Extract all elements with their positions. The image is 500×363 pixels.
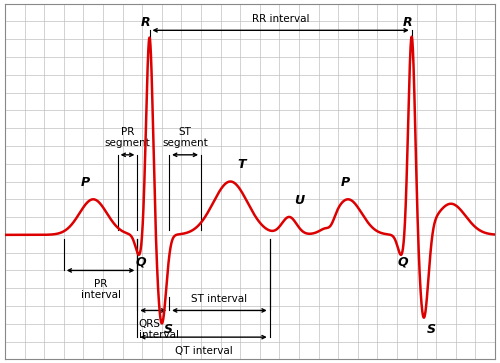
Text: ST
segment: ST segment [162, 127, 208, 148]
Text: QT interval: QT interval [174, 346, 233, 356]
Text: P: P [81, 176, 90, 189]
Text: PR
segment: PR segment [104, 127, 150, 148]
Text: T: T [238, 158, 246, 171]
Text: U: U [294, 194, 304, 207]
Text: R: R [403, 16, 412, 29]
Text: P: P [340, 176, 350, 189]
Text: R: R [140, 16, 150, 29]
Text: PR
interval: PR interval [80, 280, 120, 300]
Text: ST interval: ST interval [192, 294, 248, 304]
Text: QRS
interval: QRS interval [139, 319, 179, 340]
Text: Q: Q [136, 256, 146, 269]
Text: S: S [164, 323, 173, 336]
Text: RR interval: RR interval [252, 14, 310, 24]
Text: Q: Q [398, 256, 408, 269]
Text: S: S [426, 323, 436, 336]
